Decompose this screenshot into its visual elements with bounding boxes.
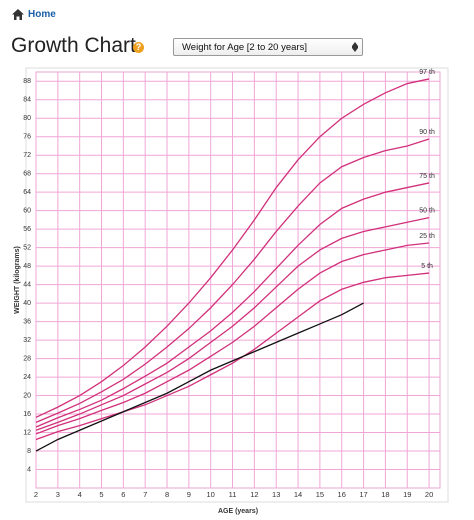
y-tick-label: 36 bbox=[23, 318, 31, 325]
help-icon[interactable]: ? bbox=[133, 42, 144, 53]
series-line bbox=[35, 216, 430, 431]
y-tick-label: 80 bbox=[23, 115, 31, 122]
y-tick-label: 60 bbox=[23, 208, 31, 215]
x-tick-label: 14 bbox=[294, 490, 302, 499]
y-tick-label: 4 bbox=[27, 466, 31, 473]
x-tick-label: 4 bbox=[78, 490, 82, 499]
x-tick-label: 17 bbox=[359, 490, 367, 499]
series-line bbox=[35, 138, 430, 423]
x-tick-label: 7 bbox=[143, 490, 147, 499]
x-tick-label: 13 bbox=[272, 490, 280, 499]
y-tick-label: 76 bbox=[23, 134, 31, 141]
home-icon bbox=[12, 9, 24, 20]
y-tick-label: 52 bbox=[23, 244, 31, 251]
x-tick-label: 8 bbox=[165, 490, 169, 499]
home-link[interactable]: Home bbox=[12, 9, 56, 20]
x-tick-label: 18 bbox=[381, 490, 389, 499]
x-tick-label: 10 bbox=[207, 490, 215, 499]
x-tick-label: 3 bbox=[56, 490, 60, 499]
page-title: Growth Chart bbox=[11, 34, 136, 57]
x-tick-label: 16 bbox=[338, 490, 346, 499]
series-line bbox=[35, 78, 430, 418]
chart-frame bbox=[25, 67, 449, 503]
y-tick-label: 28 bbox=[23, 355, 31, 362]
series-label: 97 th bbox=[419, 69, 435, 76]
series-line bbox=[35, 242, 430, 435]
y-tick-label: 48 bbox=[23, 263, 31, 270]
series-line bbox=[35, 182, 430, 428]
series-label: 5 th bbox=[421, 263, 433, 270]
x-tick-label: 20 bbox=[425, 490, 433, 499]
plot-area bbox=[35, 71, 441, 489]
x-tick-label: 2 bbox=[34, 490, 38, 499]
y-axis-label: WEIGHT (kilograms) bbox=[14, 246, 21, 314]
x-tick-label: 5 bbox=[99, 490, 103, 499]
y-tick-label: 56 bbox=[23, 226, 31, 233]
home-text: Home bbox=[28, 9, 56, 20]
series-label: 90 th bbox=[419, 129, 435, 136]
series-label: 50 th bbox=[419, 207, 435, 214]
x-tick-label: 6 bbox=[121, 490, 125, 499]
y-tick-label: 84 bbox=[23, 97, 31, 104]
series-label: 25 th bbox=[419, 233, 435, 240]
series-label: 75 th bbox=[419, 173, 435, 180]
y-tick-label: 16 bbox=[23, 411, 31, 418]
y-tick-label: 20 bbox=[23, 392, 31, 399]
y-tick-label: 40 bbox=[23, 300, 31, 307]
x-tick-label: 11 bbox=[229, 490, 237, 499]
chart-select[interactable]: Weight for Age [2 to 20 years] bbox=[173, 38, 363, 56]
y-tick-label: 24 bbox=[23, 374, 31, 381]
y-tick-label: 88 bbox=[23, 78, 31, 85]
y-tick-label: 68 bbox=[23, 171, 31, 178]
y-tick-label: 64 bbox=[23, 189, 31, 196]
x-tick-label: 9 bbox=[187, 490, 191, 499]
y-tick-label: 12 bbox=[23, 429, 31, 436]
x-tick-label: 12 bbox=[250, 490, 258, 499]
x-tick-label: 19 bbox=[403, 490, 411, 499]
y-tick-label: 8 bbox=[27, 448, 31, 455]
y-tick-label: 32 bbox=[23, 337, 31, 344]
series-line bbox=[35, 302, 364, 452]
y-tick-label: 44 bbox=[23, 281, 31, 288]
x-axis-label: AGE (years) bbox=[218, 508, 258, 515]
y-tick-label: 72 bbox=[23, 152, 31, 159]
series-line bbox=[35, 272, 430, 441]
x-tick-label: 15 bbox=[316, 490, 324, 499]
